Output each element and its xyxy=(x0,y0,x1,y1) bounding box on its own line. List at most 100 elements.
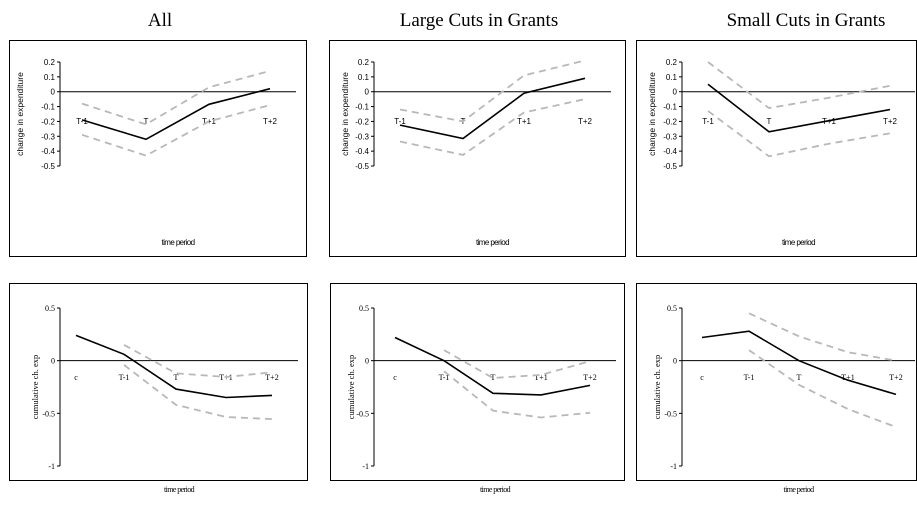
y-tick-label: -0.3 xyxy=(355,132,369,141)
y-tick-label: 0 xyxy=(365,357,369,366)
series-line-lower-bound xyxy=(399,98,586,156)
y-tick-label: -0.3 xyxy=(41,132,55,141)
x-category-label: T xyxy=(797,373,802,382)
x-axis-label: time period xyxy=(782,238,815,247)
y-tick-label: 0.1 xyxy=(666,73,678,82)
x-category-label: T+2 xyxy=(263,117,278,126)
x-category-label: T-1 xyxy=(744,373,755,382)
y-axis-label: change in expenditure xyxy=(340,72,350,156)
series-line-upper-bound xyxy=(443,349,591,379)
chart-panel-2: 0.20.10-0.1-0.2-0.3-0.4-0.5T-1 T T+1 T+2cha… xyxy=(329,40,626,257)
y-tick-label: -0.1 xyxy=(663,103,677,112)
y-tick-label: -0.5 xyxy=(663,162,677,171)
y-tick-label: 0.5 xyxy=(45,304,55,313)
y-tick-label: -0.1 xyxy=(355,103,369,112)
series-line-estimate xyxy=(701,330,897,396)
series-line-lower-bound xyxy=(748,349,897,428)
y-tick-label: -0.5 xyxy=(356,409,369,418)
y-tick-label: -0.4 xyxy=(355,147,369,156)
series-line-estimate xyxy=(399,77,586,140)
y-tick-label: -0.3 xyxy=(663,132,677,141)
series-line-upper-bound xyxy=(81,70,271,126)
y-tick-label: 0 xyxy=(673,357,677,366)
y-tick-label: 0.5 xyxy=(667,304,677,313)
column-title-all: All xyxy=(148,10,172,31)
x-category-label: T-1 xyxy=(119,373,130,382)
y-tick-label: -0.5 xyxy=(664,409,677,418)
x-category-label: T xyxy=(174,373,179,382)
x-category-label: T-1 xyxy=(702,117,714,126)
panel-frame xyxy=(636,283,917,481)
series-line-estimate xyxy=(81,87,271,141)
x-category-label: c xyxy=(74,373,78,382)
series-line-estimate xyxy=(707,83,891,133)
series-line-upper-bound xyxy=(748,312,897,362)
panel-frame xyxy=(9,40,307,257)
x-category-label: T+2 xyxy=(578,117,593,126)
x-category-label: c xyxy=(393,373,397,382)
x-category-label: T+2 xyxy=(883,117,898,126)
x-category-label: T xyxy=(767,117,772,126)
series-line-lower-bound xyxy=(81,104,271,157)
panel-frame xyxy=(330,283,625,481)
series-line-upper-bound xyxy=(707,61,891,110)
x-category-label: T+1 xyxy=(841,373,854,382)
x-category-label: T+2 xyxy=(889,373,902,382)
series-line-lower-bound xyxy=(707,110,891,158)
y-tick-label: -0.4 xyxy=(41,147,55,156)
x-axis-label: time period xyxy=(783,485,814,494)
x-category-label: T+2 xyxy=(265,373,278,382)
panel-frame xyxy=(636,40,917,257)
x-category-label: T-1 xyxy=(76,117,88,126)
x-axis-label: time period xyxy=(164,485,195,494)
y-tick-label: 0 xyxy=(51,88,56,97)
y-tick-label: -0.4 xyxy=(663,147,677,156)
y-tick-label: -1 xyxy=(48,462,55,471)
y-axis-label: cumulative ch. exp xyxy=(346,355,356,419)
series-line-estimate xyxy=(394,336,591,396)
y-axis-label: cumulative ch. exp xyxy=(30,355,40,419)
y-tick-label: 0.2 xyxy=(44,58,56,67)
y-tick-label: 0.5 xyxy=(359,304,369,313)
x-category-label: T-1 xyxy=(439,373,450,382)
chart-panel-6: 0.5 0 -0.5 -1 c T-1 T T+1 T+2 cumulative ch. exp t… xyxy=(636,283,917,494)
chart-panel-3: 0.2 0.1 0 -0.1 -0.2 -0.3 -0.4 -0.5 T-1 T T+1 T+2 cha… xyxy=(636,40,917,257)
x-category-label: c xyxy=(700,373,704,382)
x-category-label: T-1 xyxy=(394,117,406,126)
x-axis-label: time period xyxy=(480,485,511,494)
series-line-upper-bound xyxy=(399,59,586,123)
panel-frame xyxy=(329,40,626,257)
y-tick-label: -0.5 xyxy=(355,162,369,171)
panel-frame xyxy=(9,283,308,481)
y-axis-label: change in expenditure xyxy=(15,72,25,156)
y-tick-label: -1 xyxy=(670,462,677,471)
x-category-label: T+1 xyxy=(534,373,547,382)
y-tick-label: -0.5 xyxy=(42,409,55,418)
x-category-label: T xyxy=(144,117,149,126)
y-tick-label: 0.1 xyxy=(358,73,370,82)
x-category-label: T+1 xyxy=(822,117,837,126)
chart-panel-1: 0.2 0.1 0 -0.1 -0.2 -0.3 -0.4 -0.5 T-1 T T+1 T+2 cha… xyxy=(9,40,307,257)
x-category-label: T+1 xyxy=(202,117,217,126)
series-line-upper-bound xyxy=(123,344,273,378)
y-tick-label: -0.2 xyxy=(663,117,677,126)
y-axis-label: change in expenditure xyxy=(647,72,657,156)
y-tick-label: -0.5 xyxy=(41,162,55,171)
y-tick-label: -1 xyxy=(362,462,369,471)
y-tick-label: 0 xyxy=(51,357,55,366)
series-line-estimate xyxy=(75,334,273,399)
y-tick-label: 0.1 xyxy=(44,73,56,82)
y-tick-label: -0.2 xyxy=(355,117,369,126)
y-tick-label: 0 xyxy=(673,88,678,97)
x-category-label: T+2 xyxy=(583,373,596,382)
y-tick-label: -0.1 xyxy=(41,103,55,112)
y-tick-label: 0.2 xyxy=(666,58,678,67)
x-category-label: T xyxy=(491,373,496,382)
x-axis-label: time period xyxy=(476,238,509,247)
y-tick-label: 0.2 xyxy=(358,58,370,67)
column-title-large-cuts: Large Cuts in Grants xyxy=(400,10,559,31)
x-axis-label: time period xyxy=(162,238,195,247)
y-tick-label: 0 xyxy=(365,88,370,97)
